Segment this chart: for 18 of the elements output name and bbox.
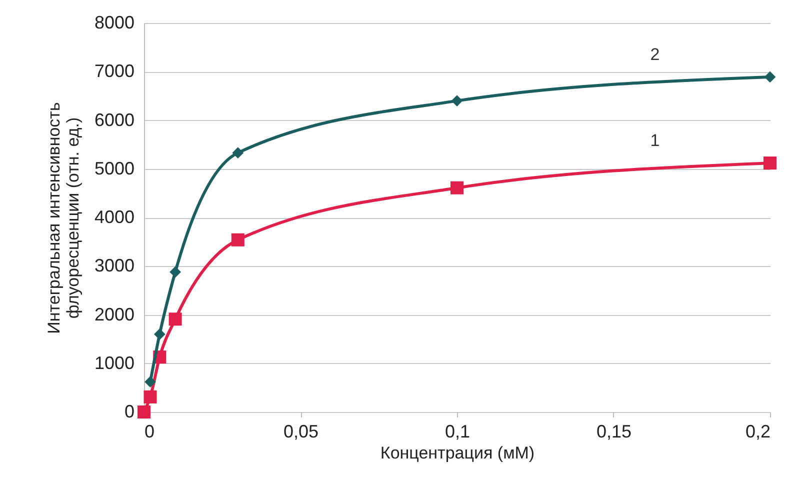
- x-axis-title: Концентрация (мМ): [380, 444, 535, 462]
- y-tick-label: 5000: [94, 158, 134, 178]
- series-label: 2: [650, 44, 660, 64]
- series-label: 1: [650, 131, 660, 150]
- x-tick-label: 0,1: [444, 422, 470, 442]
- y-tick-label: 2000: [94, 304, 134, 324]
- x-tick-label: 0,05: [283, 422, 319, 442]
- x-tick-label: 0: [144, 422, 155, 442]
- x-tick-label: 0,15: [596, 422, 632, 442]
- x-tick-label: 0,2: [745, 422, 770, 442]
- y-tick-label: 1000: [94, 352, 134, 373]
- y-axis-title: Интегральная интенсивность флуоресценции (отн. ед.): [44, 102, 82, 334]
- y-tick-label: 0: [124, 402, 134, 422]
- y-tick-label: 7000: [94, 61, 134, 82]
- y-tick-label: 4000: [94, 207, 134, 227]
- y-tick-label: 3000: [94, 256, 134, 276]
- y-tick-label: 8000: [94, 12, 134, 32]
- y-tick-label: 6000: [94, 110, 134, 130]
